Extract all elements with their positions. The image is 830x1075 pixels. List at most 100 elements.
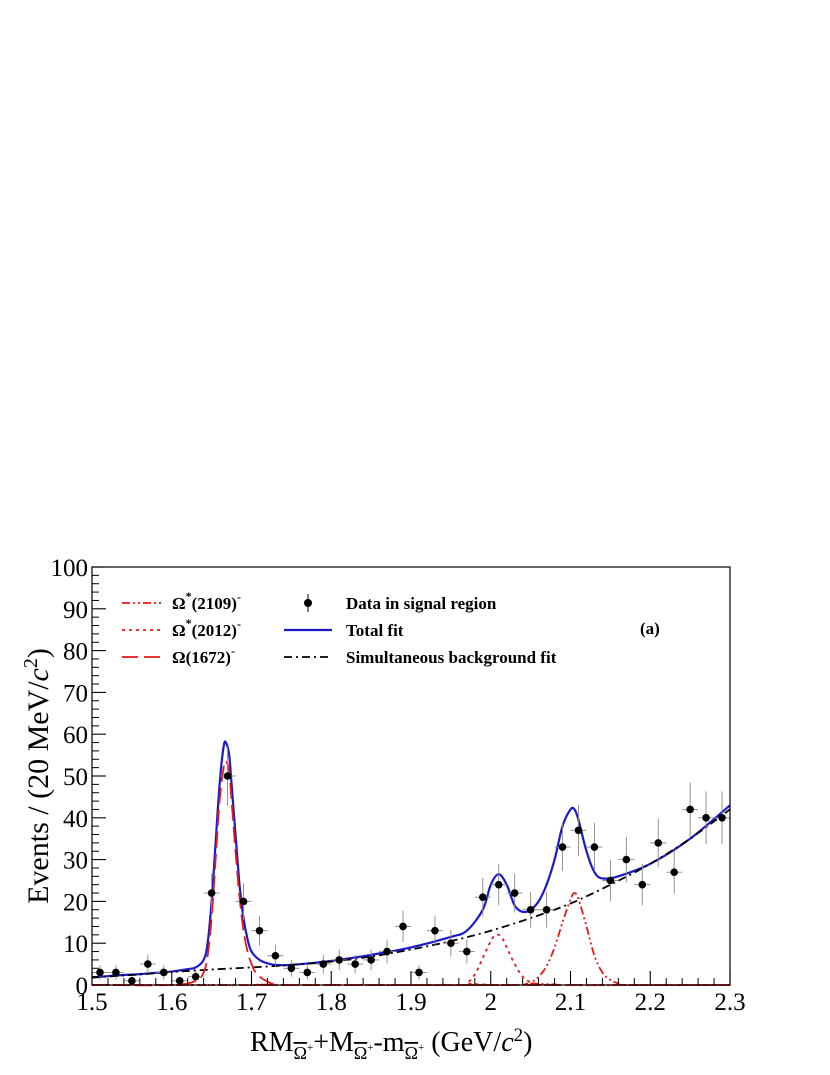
data-marker <box>574 826 583 835</box>
data-point <box>139 954 156 974</box>
data-point <box>123 976 140 985</box>
legend-entry-data: Data in signal region <box>304 594 497 613</box>
y-tick-label: 10 <box>63 931 88 958</box>
data-point <box>92 965 108 980</box>
data-point <box>315 954 332 974</box>
data-marker <box>510 889 519 897</box>
data-point <box>666 850 683 894</box>
x-tick-label: 1.9 <box>395 989 426 1016</box>
data-point <box>570 804 587 856</box>
data-marker <box>335 956 344 964</box>
y-tick-label: 40 <box>63 806 88 833</box>
legend-entry-omega1672: Ω(1672)- <box>122 644 235 667</box>
data-marker <box>159 968 168 977</box>
data-point <box>522 892 539 928</box>
x-tick-label: 1.8 <box>316 989 347 1016</box>
fit-curves <box>91 740 731 987</box>
data-marker <box>702 814 710 822</box>
data-marker <box>207 889 216 897</box>
data-point <box>490 864 507 906</box>
y-tick-label: 70 <box>63 680 88 707</box>
data-marker <box>654 839 663 847</box>
data-marker <box>670 868 678 876</box>
x-tick-label: 1.5 <box>76 989 107 1016</box>
x-tick-label: 1.6 <box>156 989 187 1016</box>
data-marker <box>128 977 136 985</box>
data-point <box>395 910 411 943</box>
x-axis-title: RMΩ++MΩ+-mΩ+ (GeV/c2) <box>250 1025 532 1063</box>
legend-entry-bkg: Simultaneous background fit <box>284 648 557 667</box>
data-point <box>474 878 491 917</box>
data-marker <box>494 880 503 889</box>
x-tick-label: 2.1 <box>555 989 586 1016</box>
data-marker <box>319 960 328 968</box>
curve-dashdot <box>91 808 731 979</box>
data-point <box>235 882 252 921</box>
y-tick-label: 50 <box>63 764 88 791</box>
data-point <box>379 939 396 964</box>
data-marker <box>558 843 567 851</box>
data-point <box>283 959 300 977</box>
data-marker <box>431 926 439 935</box>
data-marker <box>686 805 694 814</box>
data-point <box>442 929 459 957</box>
data-marker <box>718 814 726 822</box>
y-tick-label: 90 <box>63 597 88 624</box>
data-point <box>554 823 571 872</box>
data-marker <box>399 922 407 931</box>
y-tick-label: 0 <box>76 973 89 1000</box>
data-point <box>538 892 555 928</box>
legend: Ω*(2109)- Ω*(2012)- Ω(1672)- Data in signal… <box>122 589 557 667</box>
panel-label: (a) <box>640 619 660 638</box>
axis-ticks: 1.5 1.6 1.7 1.8 1.9 2 2.1 2.2 2.3 0 10 20 30 40 50 60 70… <box>51 555 746 1016</box>
data-marker <box>478 893 487 902</box>
data-points <box>92 746 730 985</box>
data-marker <box>239 897 248 906</box>
data-marker <box>638 880 647 889</box>
data-point <box>506 873 523 913</box>
data-point <box>171 976 188 985</box>
data-point <box>714 791 730 845</box>
data-marker <box>271 951 280 960</box>
data-point <box>203 873 220 913</box>
data-marker <box>144 960 152 968</box>
data-marker <box>606 876 615 885</box>
data-marker <box>526 905 535 914</box>
data-marker <box>463 947 471 956</box>
y-tick-label: 30 <box>63 848 88 875</box>
legend-label: Data in signal region <box>346 594 497 613</box>
x-tick-label: 1.7 <box>236 989 267 1016</box>
x-tick-label: 2 <box>485 989 498 1016</box>
curve-longdash <box>91 760 731 987</box>
data-point <box>347 954 364 974</box>
y-tick-label: 20 <box>63 889 88 916</box>
x-tick-label: 2.3 <box>714 989 745 1016</box>
data-point <box>458 939 475 964</box>
data-point <box>682 782 699 837</box>
data-point <box>267 944 284 967</box>
y-tick-label: 100 <box>51 555 89 582</box>
data-point <box>331 949 348 971</box>
legend-label: Total fit <box>346 621 404 640</box>
data-marker <box>175 977 184 985</box>
legend-entry-omega2012: Ω*(2012)- <box>122 616 241 640</box>
curve-dashdotdot <box>91 892 731 987</box>
data-marker <box>415 968 423 977</box>
x-tick-label: 2.2 <box>635 989 666 1016</box>
data-point <box>618 836 635 883</box>
data-marker <box>351 960 359 968</box>
data-point <box>155 965 172 980</box>
data-point <box>634 864 651 906</box>
y-axis-title: Events / (20 MeV/c2) <box>20 648 55 904</box>
data-point <box>650 818 667 868</box>
y-tick-label: 80 <box>63 639 88 666</box>
legend-label: Simultaneous background fit <box>346 648 557 667</box>
data-point <box>299 965 316 980</box>
legend-label: Ω(1672)- <box>172 644 235 667</box>
data-marker <box>447 939 455 947</box>
legend-entry-omega2109: Ω*(2109)- <box>122 589 241 613</box>
data-point <box>698 791 715 845</box>
data-point <box>602 859 619 902</box>
data-point <box>426 915 443 946</box>
data-marker <box>191 972 200 981</box>
